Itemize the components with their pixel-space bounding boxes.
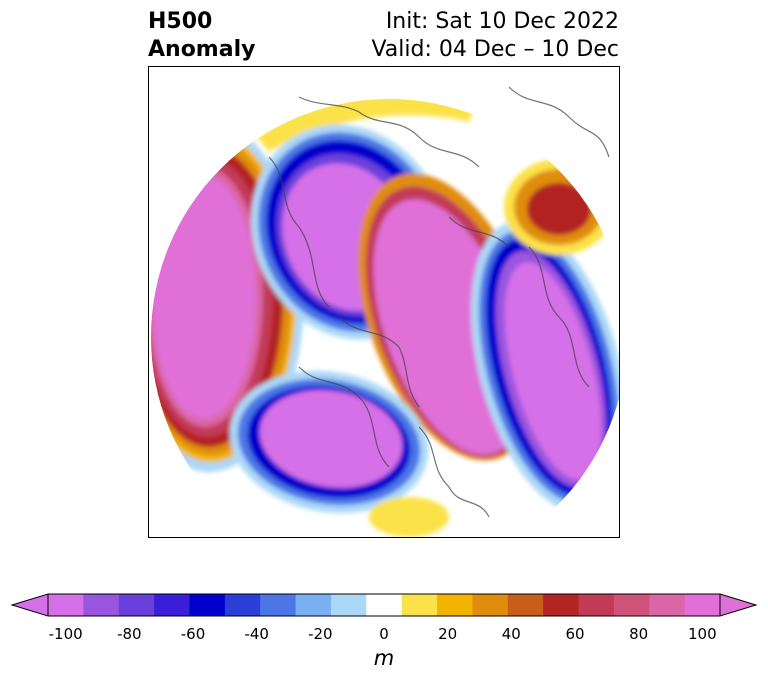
map-title-right: Init: Sat 10 Dec 2022 Valid: 04 Dec – 10… (371, 8, 619, 64)
colorbar-tick-label: 40 (501, 625, 521, 643)
valid-period-label: Valid: 04 Dec – 10 Dec (371, 37, 619, 62)
colorbar-segment (543, 594, 580, 616)
anomaly-map (151, 86, 619, 537)
colorbar-segment (48, 594, 84, 616)
colorbar-segment (613, 594, 650, 616)
colorbar-segment (260, 594, 297, 616)
colorbar-units-label: m (373, 646, 395, 670)
colorbar-segment (83, 594, 120, 616)
colorbar-tick-labels: -100 -80 -60 -40 -20 0 20 40 60 80 100 (0, 625, 768, 645)
colorbar-over-arrow (719, 593, 758, 617)
colorbar-tick-label: 0 (379, 625, 389, 643)
colorbar-segment (684, 594, 721, 616)
colorbar-segment (224, 594, 261, 616)
colorbar-segment (401, 594, 438, 616)
colorbar-tick-label: 60 (565, 625, 585, 643)
colorbar-tick-label: -80 (117, 625, 142, 643)
colorbar-segment (649, 594, 686, 616)
colorbar-tick-label: 20 (438, 625, 458, 643)
colorbar-segment (330, 594, 367, 616)
map-title-left: H500 Anomaly (148, 8, 255, 64)
colorbar (10, 593, 758, 617)
colorbar-segment (366, 594, 403, 616)
colorbar-segment (118, 594, 155, 616)
colorbar-segment (507, 594, 544, 616)
colorbar-segment (472, 594, 509, 616)
colorbar-tick-label: -100 (48, 625, 83, 643)
colorbar-outline (47, 593, 721, 617)
variable-label: H500 (148, 9, 213, 34)
anomaly-contours (151, 99, 619, 537)
colorbar-tick-label: 80 (629, 625, 649, 643)
field-type-label: Anomaly (148, 37, 256, 62)
colorbar-segment (578, 594, 615, 616)
colorbar-segment (295, 594, 332, 616)
colorbar-segment (189, 594, 226, 616)
colorbar-tick-label: -60 (180, 625, 206, 643)
colorbar-tick-label: 100 (687, 625, 717, 643)
colorbar-under-arrow (10, 593, 49, 617)
map-panel (148, 66, 620, 538)
colorbar-tick-label: -20 (308, 625, 333, 643)
coastlines (268, 86, 610, 518)
init-time-label: Init: Sat 10 Dec 2022 (385, 9, 619, 34)
colorbar-segment (437, 594, 473, 616)
colorbar-tick-label: -40 (244, 625, 269, 643)
colorbar-segment (154, 594, 190, 616)
